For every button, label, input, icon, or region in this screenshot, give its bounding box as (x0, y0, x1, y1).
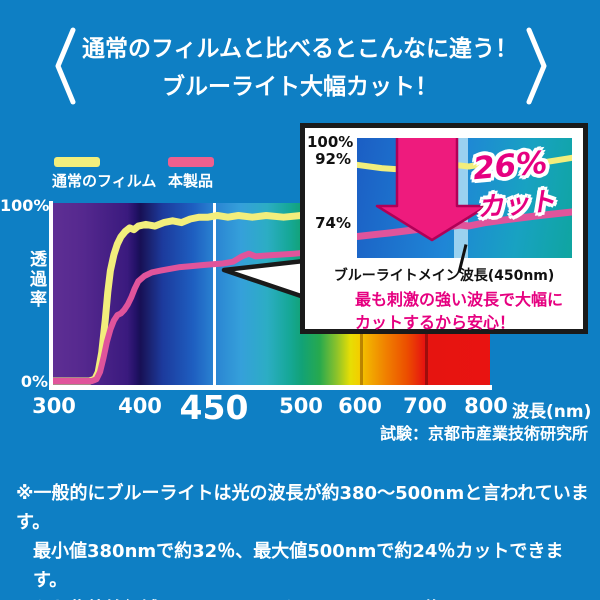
cut-arrow-icon (375, 138, 489, 242)
inset-note-line1: 最も刺激の強い波長で大幅に (355, 290, 564, 309)
headline-line2: ブルーライト大幅カット！ (162, 74, 438, 100)
inset-zoom-chart (357, 138, 572, 258)
x-tick-600: 600 (338, 394, 382, 418)
y-axis-line (49, 201, 53, 389)
inset-label-100: 100% (307, 133, 354, 151)
inset-note-line2: カットするから安心！ (355, 313, 516, 332)
transmittance-curves (53, 212, 308, 385)
inset-curves (357, 154, 572, 240)
y-axis-label-0: 0% (20, 372, 48, 391)
curve-normal-film (53, 212, 308, 385)
x-axis-unit: 波長(nm) (512, 402, 592, 422)
callout-tail (221, 258, 307, 300)
legend-label-normal-film: 通常のフィルム (52, 172, 157, 190)
x-tick-700: 700 (403, 394, 447, 418)
legend-swatch-product (168, 157, 214, 167)
cut-percentage: 26% (471, 144, 549, 188)
inset-label-92: 92% (315, 150, 351, 168)
450nm-marker-line (213, 203, 216, 386)
x-tick-450: 450 (179, 388, 249, 427)
footnote-line3: なお紫外線領域380nm以下になると350nmで約46％、300nmで (16, 595, 591, 600)
legend-label-product: 本製品 (168, 172, 214, 190)
footnote: ※一般的にブルーライトは光の波長が約380〜500nmと言われています。 最小値… (16, 479, 591, 600)
footnote-line2: 最小値380nmで約32％、最大値500nmで約24％カットできます。 (33, 541, 564, 591)
inset-label-74: 74% (315, 214, 351, 232)
inset-curve-normal-film (357, 154, 572, 173)
headline-line1: 通常のフィルムと比べるとこんなに違う！ (81, 36, 519, 62)
footnote-line1: ※一般的にブルーライトは光の波長が約380〜500nmと言われています。 (16, 483, 589, 533)
legend-swatch-normal-film (54, 157, 100, 167)
inset-curve-product (357, 208, 572, 240)
y-axis-title: 透過率 (26, 250, 46, 310)
x-tick-500: 500 (279, 394, 323, 418)
cut-word: カット (476, 186, 557, 224)
left-angle-bracket-icon (55, 27, 76, 105)
inset-wavelength-label: ブルーライトメイン波長(450nm) (333, 268, 555, 284)
x-tick-400: 400 (118, 394, 162, 418)
y-axis-label-100: 100% (0, 196, 50, 215)
curve-product (53, 249, 308, 384)
x-axis-line (49, 385, 492, 390)
callout-bubble: 100% 92% 74% 26% カット ブルーライトメイン波長(450nm) … (300, 123, 588, 334)
x-tick-300: 300 (32, 394, 76, 418)
right-angle-bracket-icon (526, 27, 547, 105)
test-source-note: 試験：京都市産業技術研究所 (379, 424, 588, 443)
x-tick-800: 800 (464, 394, 508, 418)
